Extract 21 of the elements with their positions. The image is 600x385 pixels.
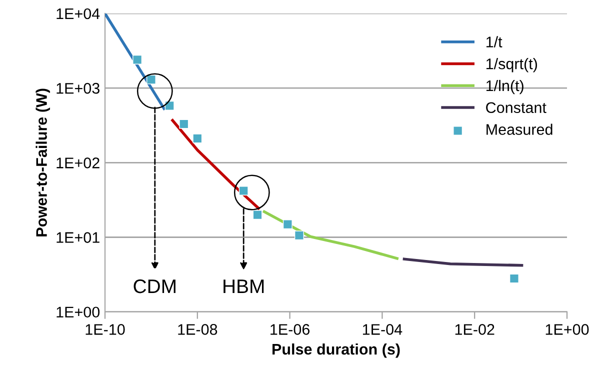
y-tick-label: 1E+00 (56, 306, 100, 318)
y-tick-label: 1E+04 (56, 8, 100, 20)
x-tick-label: 1E-08 (178, 324, 218, 335)
y-axis-title: Power-to-Failure (W) (36, 88, 50, 236)
x-tick-label: 1E-02 (455, 324, 494, 335)
legend-label: 1/t (486, 36, 502, 48)
x-axis-title: Pulse duration (s) (272, 343, 400, 358)
legend-label: Constant (486, 102, 546, 114)
y-tick-label: 1E+02 (56, 158, 100, 168)
legend-label: 1/ln(t) (486, 80, 524, 94)
x-tick-label: 1E-06 (270, 324, 310, 335)
legend-label: Measured (486, 124, 552, 135)
x-tick-label: 1E+00 (546, 324, 589, 335)
annotation: HBM (224, 280, 264, 294)
x-tick-label: 1E-04 (362, 324, 402, 335)
annotation: CDM (134, 279, 176, 294)
y-tick-label: 1E+03 (56, 82, 100, 94)
x-tick-label: 1E-10 (86, 324, 125, 335)
line-series (262, 210, 398, 260)
y-tick-label: 1E+01 (56, 232, 100, 243)
legend-label: 1/sqrt(t) (486, 58, 537, 72)
